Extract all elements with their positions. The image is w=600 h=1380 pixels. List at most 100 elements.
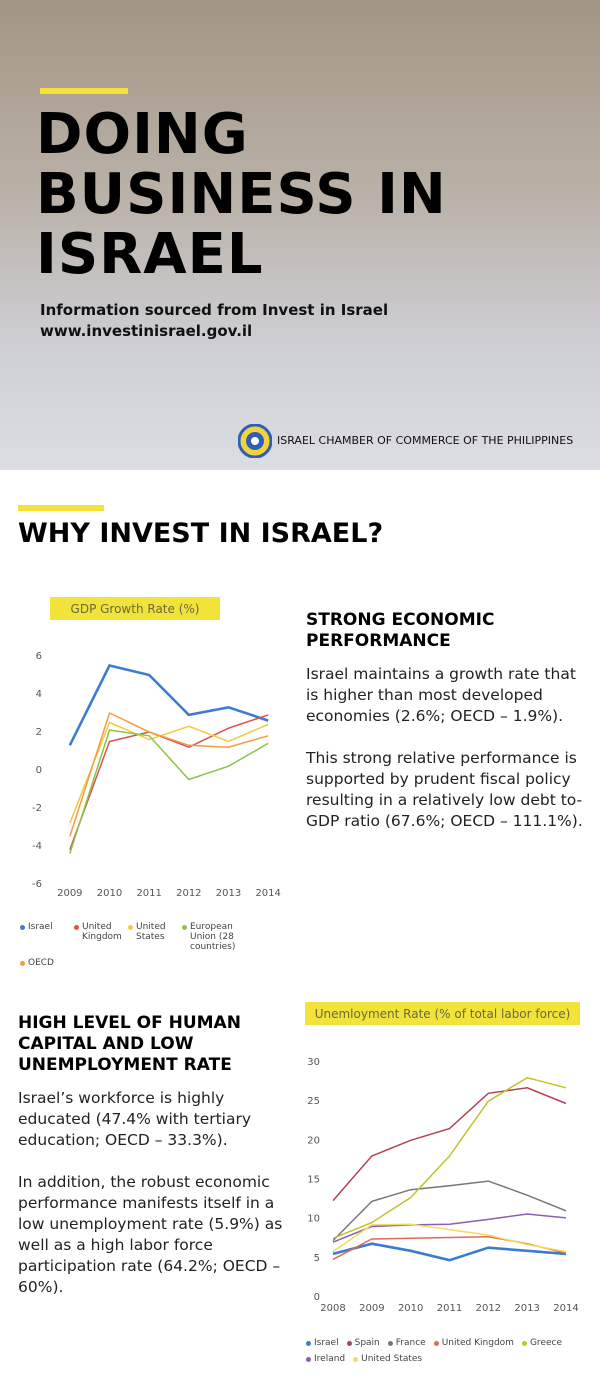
gdp-chart: GDP Growth Rate (%) -6 -4 -2 0 2 4 6 2009 2010 201… — [32, 597, 281, 899]
legend-item: France — [387, 1338, 426, 1348]
series-line — [332, 1213, 567, 1243]
legend-item: European Union (28 countries) — [182, 922, 258, 952]
organization: ISRAEL CHAMBER OF COMMERCE OF THE PHILIP… — [277, 434, 574, 447]
series-line — [69, 729, 269, 854]
legend-swatch — [306, 1341, 311, 1346]
legend-label: European Union (28 countries) — [190, 922, 236, 952]
x-tick-label: 2010 — [398, 1303, 423, 1314]
legend-label: Greece — [529, 1338, 562, 1348]
series-line — [332, 1223, 567, 1253]
x-tick-label: 2009 — [57, 888, 82, 899]
unemployment-chart: Unemloyment Rate (% of total labor force… — [305, 1002, 580, 1314]
legend-item: United Kingdom — [433, 1338, 514, 1348]
x-tick-label: 2012 — [476, 1303, 501, 1314]
chart-title-box — [50, 597, 220, 620]
y-tick-label: 30 — [307, 1057, 320, 1068]
legend-swatch — [74, 925, 79, 930]
series-line — [68, 663, 269, 746]
accent-bar — [40, 88, 128, 94]
legend-swatch — [20, 961, 25, 966]
x-tick-label: 2013 — [514, 1303, 539, 1314]
y-tick-label: 6 — [36, 651, 42, 662]
chart-title: GDP Growth Rate (%) — [71, 602, 200, 616]
series-line — [69, 714, 269, 851]
y-tick-label: 5 — [314, 1253, 320, 1264]
y-tick-label: -6 — [32, 879, 42, 890]
y-tick-label: 0 — [314, 1292, 320, 1303]
y-tick-label: 20 — [307, 1135, 320, 1146]
legend-label: Israel — [314, 1338, 339, 1348]
legend-swatch — [521, 1341, 527, 1346]
chart-title: Unemloyment Rate (% of total labor force… — [315, 1007, 571, 1021]
title-line: DOING — [36, 102, 249, 167]
paragraph: Israel’s workforce is highly educated (4… — [18, 1089, 252, 1149]
legend-swatch — [128, 925, 133, 930]
legend-swatch — [353, 1357, 359, 1362]
y-tick-label: 25 — [307, 1096, 320, 1107]
series-line — [332, 1235, 567, 1261]
legend-swatch — [387, 1341, 393, 1346]
x-tick-label: 2014 — [553, 1303, 578, 1314]
x-tick-label: 2011 — [437, 1303, 462, 1314]
y-tick-label: -2 — [32, 803, 42, 814]
text-block: HIGH LEVEL OF HUMAN CAPITAL AND LOW UNEM… — [18, 1013, 288, 1319]
x-tick-label: 2011 — [136, 888, 161, 899]
x-tick-label: 2010 — [97, 888, 122, 899]
legend-label: Ireland — [314, 1354, 346, 1364]
series-line — [69, 711, 269, 837]
series-line — [332, 1242, 567, 1262]
subtitle-line: www.investinisrael.gov.il — [40, 322, 253, 340]
legend-item: United States — [128, 922, 178, 952]
y-tick-label: 0 — [36, 765, 42, 776]
legend-label: France — [395, 1338, 426, 1348]
legend-item: Spain — [346, 1338, 380, 1348]
hero-background — [0, 0, 600, 470]
legend-item: United Kingdom — [74, 922, 124, 952]
subtitle-line: Information sourced from Invest in Israe… — [40, 301, 389, 319]
y-tick-label: -4 — [32, 841, 42, 852]
legend-swatch — [182, 925, 187, 930]
chart-title-box — [305, 1002, 580, 1025]
legend-label: OECD — [28, 958, 54, 968]
legend-label: United Kingdom — [82, 922, 122, 942]
text-block: STRONG ECONOMIC PERFORMANCE Israel maint… — [306, 610, 586, 853]
logo — [238, 424, 272, 458]
legend-item: United States — [353, 1354, 422, 1364]
legend-item: Israel — [20, 922, 70, 952]
legend-swatch — [433, 1341, 439, 1346]
paragraph: This strong relative performance is supp… — [306, 749, 583, 830]
legend-label: Israel — [28, 922, 53, 932]
y-tick-label: 2 — [36, 727, 42, 738]
y-tick-label: 4 — [36, 689, 42, 700]
legend-label: United States — [136, 922, 166, 942]
title-line: BUSINESS IN — [36, 162, 447, 227]
title: DOING BUSINESS IN ISRAEL — [36, 105, 447, 285]
y-tick-label: 15 — [307, 1175, 320, 1186]
series-line — [332, 1076, 567, 1239]
y-tick-label: 10 — [307, 1214, 320, 1225]
accent-bar — [18, 505, 104, 511]
x-tick-label: 2013 — [216, 888, 241, 899]
legend-label: United Kingdom — [441, 1338, 514, 1348]
x-tick-label: 2014 — [255, 888, 280, 899]
paragraph: In addition, the robust economic perform… — [18, 1173, 283, 1296]
legend-swatch — [346, 1341, 352, 1346]
legend-swatch — [20, 925, 25, 930]
series-line — [332, 1180, 567, 1242]
legend: Israel United Kingdom United States Europea… — [20, 922, 300, 974]
legend-label: Spain — [354, 1338, 380, 1348]
legend-swatch — [306, 1357, 311, 1362]
subtitle: Information sourced from Invest in Israe… — [40, 300, 388, 342]
title-line: ISRAEL — [36, 222, 264, 287]
paragraph: Israel maintains a growth rate that is h… — [306, 665, 576, 725]
legend: Israel Spain France United Kingdom Greece Ire… — [306, 1338, 596, 1370]
legend-label: United States — [361, 1354, 423, 1364]
legend-item: OECD — [20, 958, 70, 968]
series-line — [69, 721, 269, 824]
block-heading: STRONG ECONOMIC PERFORMANCE — [306, 610, 495, 651]
series-line — [332, 1087, 567, 1202]
x-tick-label: 2008 — [320, 1303, 345, 1314]
x-tick-label: 2012 — [176, 888, 201, 899]
x-tick-label: 2009 — [359, 1303, 384, 1314]
